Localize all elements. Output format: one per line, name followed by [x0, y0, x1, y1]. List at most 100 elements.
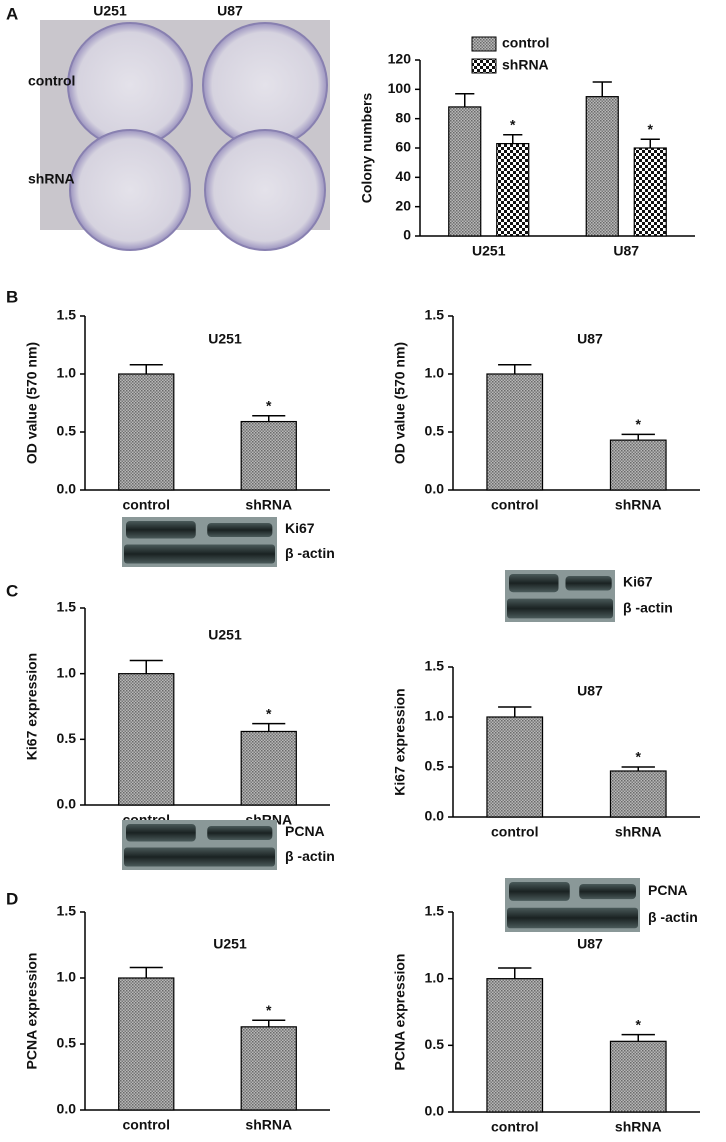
blot-band — [126, 824, 196, 842]
bar — [486, 978, 544, 1113]
blot-band — [509, 574, 559, 593]
blot-band — [207, 826, 273, 840]
blot-band — [565, 576, 612, 591]
y-tick-label: 0.5 — [425, 758, 445, 774]
dish — [67, 22, 193, 148]
annotation: * — [266, 705, 272, 721]
panel-label: A — [6, 4, 18, 23]
y-tick-label: 0 — [403, 227, 411, 243]
blot-label: β -actin — [285, 848, 335, 864]
bar — [118, 373, 175, 491]
y-axis-label: OD value (570 nm) — [392, 342, 408, 464]
x-tick-label: shRNA — [615, 824, 662, 840]
y-tick-label: 1.5 — [425, 307, 445, 323]
annotation: * — [266, 397, 272, 413]
chart-title: U251 — [213, 936, 247, 952]
photo-row-label: control — [28, 73, 75, 89]
y-tick-label: 1.5 — [425, 658, 445, 674]
x-tick-label: shRNA — [245, 497, 292, 513]
y-tick-label: 100 — [388, 80, 412, 96]
y-tick-label: 1.0 — [425, 969, 445, 985]
x-tick-label: control — [123, 1117, 170, 1133]
dish — [202, 22, 328, 148]
panel-label: C — [6, 581, 18, 600]
blot-band — [124, 847, 275, 867]
legend-swatch — [471, 58, 497, 74]
annotation: * — [266, 1002, 272, 1018]
x-tick-label: control — [491, 497, 538, 513]
photo — [40, 20, 330, 251]
y-tick-label: 1.0 — [57, 969, 77, 985]
blot-band — [507, 907, 638, 929]
y-tick-label: 60 — [395, 139, 411, 155]
blot-band — [579, 884, 636, 900]
blot-band — [124, 544, 275, 564]
bar — [633, 147, 667, 237]
bar — [240, 420, 297, 491]
y-tick-label: 0.5 — [57, 423, 77, 439]
y-axis-label: Ki67 expression — [392, 688, 408, 795]
y-tick-label: 0.5 — [57, 730, 77, 746]
chart-title: U87 — [577, 683, 603, 699]
blot-band — [126, 521, 196, 539]
legend-label: control — [502, 35, 549, 51]
annotation: * — [648, 121, 654, 137]
blot-label: PCNA — [648, 882, 688, 898]
bar — [240, 1026, 297, 1111]
y-axis-label: Ki67 expression — [24, 653, 40, 760]
x-tick-label: U251 — [472, 243, 506, 259]
dish — [204, 129, 326, 251]
bar — [486, 373, 544, 491]
blot-band — [509, 882, 570, 901]
y-axis-label: Colony numbers — [359, 93, 375, 204]
y-tick-label: 120 — [388, 51, 412, 67]
bar — [240, 730, 297, 806]
bar — [496, 143, 530, 237]
bar — [609, 1040, 667, 1113]
x-tick-label: control — [123, 497, 170, 513]
y-tick-label: 1.0 — [425, 365, 445, 381]
legend-label: shRNA — [502, 57, 549, 73]
y-tick-label: 0.5 — [425, 1036, 445, 1052]
y-tick-label: 1.0 — [57, 365, 77, 381]
photo-row-label: shRNA — [28, 171, 75, 187]
bar — [118, 673, 175, 806]
y-tick-label: 0.0 — [425, 481, 445, 497]
blot-label: PCNA — [285, 823, 325, 839]
chart-title: U251 — [208, 627, 242, 643]
blot-label: β -actin — [623, 600, 673, 616]
y-tick-label: 1.0 — [425, 708, 445, 724]
y-tick-label: 0.5 — [57, 1035, 77, 1051]
blot-label: β -actin — [648, 909, 698, 925]
legend-swatch — [471, 36, 497, 52]
bar — [609, 439, 667, 491]
y-tick-label: 0.0 — [57, 481, 77, 497]
bar — [118, 977, 175, 1111]
y-tick-label: 80 — [395, 109, 411, 125]
annotation: * — [636, 749, 642, 765]
x-tick-label: U87 — [613, 243, 639, 259]
annotation: * — [636, 416, 642, 432]
dish — [69, 129, 191, 251]
annotation: * — [510, 117, 516, 133]
x-tick-label: shRNA — [615, 1119, 662, 1135]
y-tick-label: 0.0 — [425, 1103, 445, 1119]
bar — [448, 106, 482, 237]
blot-label: β -actin — [285, 545, 335, 561]
x-tick-label: control — [491, 1119, 538, 1135]
y-tick-label: 0.0 — [425, 808, 445, 824]
photo-column-label: U251 — [93, 3, 127, 19]
y-axis-label: PCNA expression — [24, 953, 40, 1070]
chart-title: U87 — [577, 331, 603, 347]
y-tick-label: 40 — [395, 168, 411, 184]
chart-title: U87 — [577, 936, 603, 952]
y-tick-label: 1.0 — [57, 664, 77, 680]
bar — [585, 96, 619, 237]
y-axis-label: OD value (570 nm) — [24, 342, 40, 464]
y-tick-label: 0.0 — [57, 796, 77, 812]
x-tick-label: control — [491, 824, 538, 840]
y-tick-label: 0.5 — [425, 423, 445, 439]
photo-column-label: U87 — [217, 3, 243, 19]
blot-label: Ki67 — [623, 574, 653, 590]
